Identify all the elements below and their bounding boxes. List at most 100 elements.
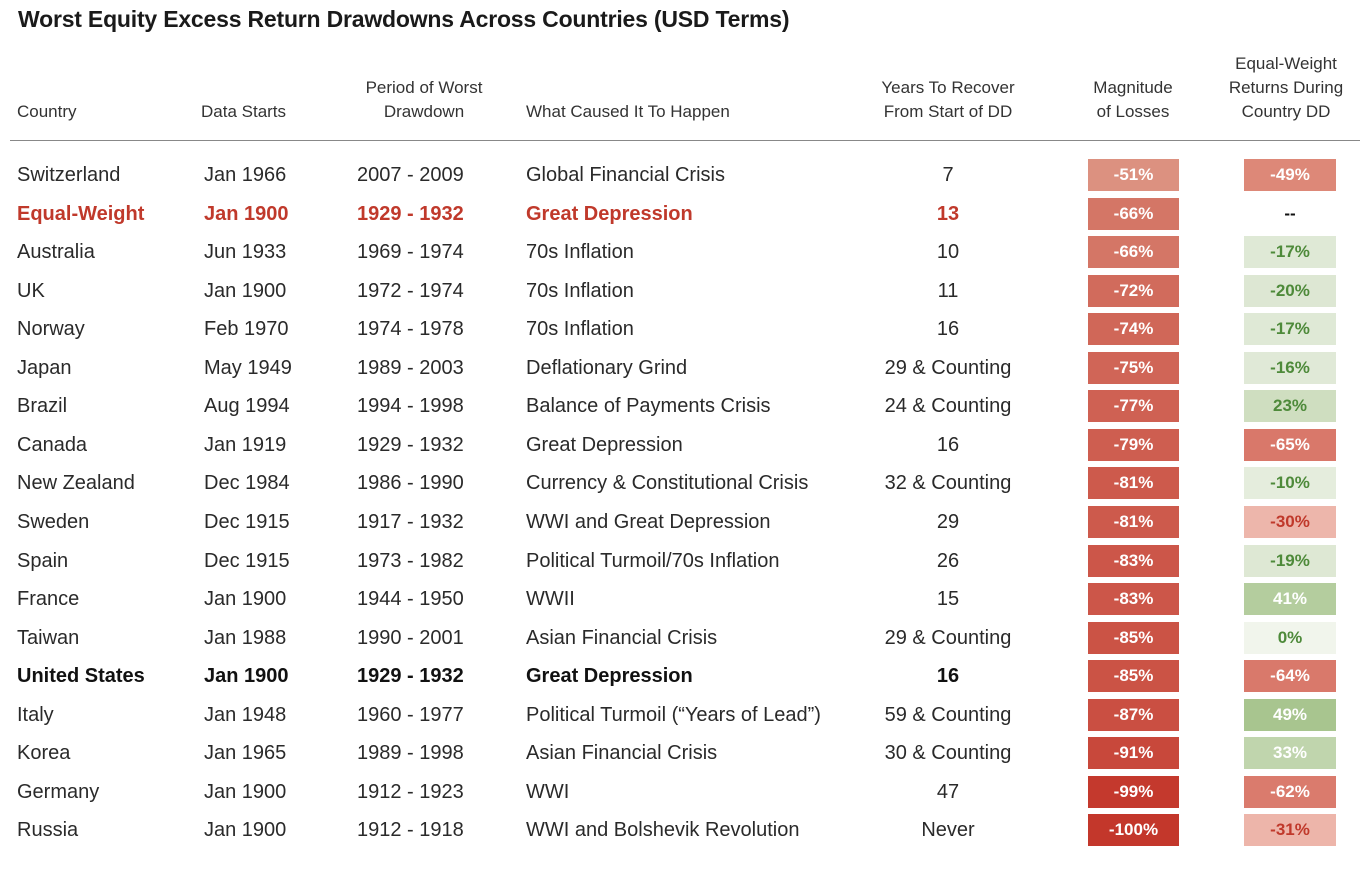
data-starts-cell: Jan 1900	[204, 202, 289, 225]
table-row: France Jan 1900 1944 - 1950 WWII 15 -83% 41%	[0, 580, 1370, 618]
cause-cell: Great Depression	[526, 433, 683, 456]
data-starts-cell: Dec 1915	[204, 549, 290, 572]
country-cell: Equal-Weight	[17, 202, 145, 225]
period-cell: 1989 - 2003	[357, 356, 464, 379]
period-cell: 1973 - 1982	[357, 549, 464, 572]
cause-cell: WWI and Great Depression	[526, 510, 771, 533]
country-cell: Russia	[17, 819, 79, 842]
country-cell: Australia	[17, 241, 95, 264]
magnitude-of-losses-chip: -74%	[1088, 313, 1179, 346]
header-period: Period of Worst Drawdown	[365, 78, 483, 121]
magnitude-of-losses-chip: -81%	[1088, 505, 1179, 538]
years-recover-cell: 16	[936, 318, 960, 341]
magnitude-of-losses-chip: -66%	[1088, 236, 1179, 269]
period-cell: 1912 - 1923	[357, 780, 464, 803]
header-divider	[10, 140, 1360, 141]
cause-cell: Political Turmoil/70s Inflation	[526, 549, 780, 572]
table-row: UK Jan 1900 1972 - 1974 70s Inflation 11 -72%…	[0, 272, 1370, 310]
data-starts-cell: Feb 1970	[204, 318, 289, 341]
chart-title: Worst Equity Excess Return Drawdowns Acr…	[18, 6, 790, 32]
magnitude-of-losses-chip: -66%	[1088, 197, 1179, 230]
table-row: Korea Jan 1965 1989 - 1998 Asian Financial …	[0, 734, 1370, 772]
equal-weight-return-chip: -17%	[1244, 236, 1336, 269]
magnitude-of-losses-chip: -99%	[1088, 775, 1179, 808]
period-cell: 1989 - 1998	[357, 742, 464, 765]
equal-weight-return-chip: -64%	[1244, 660, 1336, 693]
years-recover-cell: 11	[937, 279, 959, 302]
country-cell: Taiwan	[17, 626, 80, 649]
period-cell: 1990 - 2001	[357, 626, 464, 649]
equal-weight-return-chip: 33%	[1244, 737, 1336, 770]
magnitude-of-losses-chip: -91%	[1088, 737, 1179, 770]
country-cell: France	[17, 588, 80, 611]
data-starts-cell: Jan 1900	[204, 279, 287, 302]
equal-weight-return-chip: -19%	[1244, 544, 1336, 577]
data-starts-cell: Jan 1988	[204, 626, 287, 649]
country-cell: Germany	[17, 780, 100, 803]
magnitude-of-losses-chip: -75%	[1088, 351, 1179, 384]
equal-weight-return-chip: 41%	[1244, 583, 1336, 616]
country-cell: Japan	[17, 356, 72, 379]
country-cell: Brazil	[17, 395, 68, 418]
table-row: Italy Jan 1948 1960 - 1977 Political Turmoi…	[0, 696, 1370, 734]
data-starts-cell: Jan 1900	[204, 819, 287, 842]
period-cell: 1912 - 1918	[357, 819, 464, 842]
table-row: Norway Feb 1970 1974 - 1978 70s Inflation 16…	[0, 310, 1370, 348]
country-cell: Spain	[17, 549, 69, 572]
equal-weight-return-chip: 0%	[1244, 621, 1336, 654]
period-cell: 1994 - 1998	[357, 395, 464, 418]
data-starts-cell: Jan 1900	[204, 780, 287, 803]
table-row: Canada Jan 1919 1929 - 1932 Great Depressio…	[0, 426, 1370, 464]
table-row: Equal-Weight Jan 1900 1929 - 1932 Great Dep…	[0, 195, 1370, 233]
years-recover-cell: 29	[936, 510, 960, 533]
table-row: Spain Dec 1915 1973 - 1982 Political Turmoi…	[0, 542, 1370, 580]
table-row: Switzerland Jan 1966 2007 - 2009 Global Fin…	[0, 156, 1370, 194]
magnitude-of-losses-chip: -51%	[1088, 159, 1179, 191]
country-cell: Switzerland	[17, 164, 121, 186]
period-cell: 1944 - 1950	[357, 588, 464, 611]
country-cell: UK	[17, 279, 45, 302]
equal-weight-return-chip: -62%	[1244, 775, 1336, 808]
table-row: Germany Jan 1900 1912 - 1923 WWI 47 -99% -62%	[0, 773, 1370, 811]
country-cell: United States	[17, 665, 145, 688]
years-recover-cell: 16	[936, 433, 960, 456]
header-magnitude: Magnitude of Losses	[1093, 78, 1173, 121]
cause-cell: Global Financial Crisis	[526, 164, 725, 186]
magnitude-of-losses-chip: -79%	[1088, 428, 1179, 461]
years-recover-cell: 16	[936, 665, 960, 688]
cause-cell: Great Depression	[526, 665, 693, 688]
magnitude-of-losses-chip: -100%	[1088, 814, 1179, 847]
years-recover-cell: 29 & Counting	[884, 356, 1012, 379]
cause-cell: WWI and Bolshevik Revolution	[526, 819, 800, 842]
table-row: Australia Jun 1933 1969 - 1974 70s Inflatio…	[0, 233, 1370, 271]
cause-cell: WWII	[526, 588, 575, 611]
cause-cell: Balance of Payments Crisis	[526, 395, 771, 418]
cause-cell: 70s Inflation	[526, 279, 634, 302]
period-cell: 1972 - 1974	[357, 279, 464, 302]
data-starts-cell: Jan 1919	[204, 433, 287, 456]
equal-weight-return-chip: -20%	[1244, 274, 1336, 307]
years-recover-cell: 29 & Counting	[884, 626, 1012, 649]
cause-cell: Asian Financial Crisis	[526, 742, 718, 765]
data-starts-cell: Dec 1915	[204, 510, 290, 533]
data-starts-cell: Jun 1933	[204, 241, 287, 264]
years-recover-cell: 7	[942, 164, 954, 186]
equal-weight-return-chip: -49%	[1244, 159, 1336, 191]
years-recover-cell: 24 & Counting	[884, 395, 1012, 418]
equal-weight-return-chip: -30%	[1244, 505, 1336, 538]
cause-cell: Asian Financial Crisis	[526, 626, 718, 649]
period-cell: 1929 - 1932	[357, 665, 464, 688]
cause-cell: Currency & Constitutional Crisis	[526, 472, 809, 495]
data-starts-cell: Dec 1984	[204, 472, 290, 495]
period-cell: 1969 - 1974	[357, 241, 464, 264]
country-cell: New Zealand	[17, 472, 135, 495]
period-cell: 2007 - 2009	[357, 164, 464, 186]
equal-weight-return-chip: 23%	[1244, 390, 1336, 423]
cause-cell: 70s Inflation	[526, 318, 634, 341]
magnitude-of-losses-chip: -87%	[1088, 698, 1179, 731]
data-starts-cell: Aug 1994	[204, 395, 290, 418]
table-row: United States Jan 1900 1929 - 1932 Great De…	[0, 657, 1370, 695]
period-cell: 1986 - 1990	[357, 472, 464, 495]
magnitude-of-losses-chip: -83%	[1088, 583, 1179, 616]
magnitude-of-losses-chip: -77%	[1088, 390, 1179, 423]
